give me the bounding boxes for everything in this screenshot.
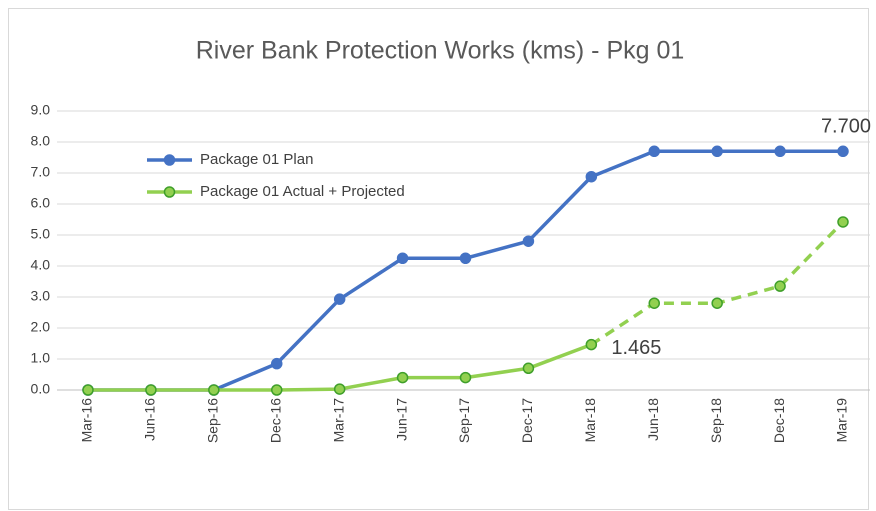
marker <box>333 383 346 395</box>
y-tick-label: 0.0 <box>31 381 51 397</box>
marker <box>459 371 472 384</box>
marker <box>82 384 94 396</box>
data-label: 1.465 <box>611 337 661 359</box>
x-tick-label: Sep-17 <box>456 398 472 443</box>
y-tick-label: 9.0 <box>31 102 51 118</box>
marker <box>271 384 283 396</box>
x-tick-label: Mar-18 <box>582 398 598 443</box>
x-tick-label: Dec-16 <box>267 398 283 443</box>
marker <box>145 384 157 396</box>
x-tick-label: Dec-18 <box>771 398 787 443</box>
marker <box>774 145 786 158</box>
x-tick-label: Jun-16 <box>142 398 158 441</box>
marker <box>396 252 409 264</box>
marker <box>396 371 409 384</box>
marker <box>648 297 660 309</box>
x-tick-label: Dec-17 <box>519 398 535 443</box>
marker <box>711 297 723 309</box>
marker <box>585 170 598 183</box>
marker <box>837 216 849 228</box>
x-tick-label: Mar-19 <box>834 398 850 443</box>
marker <box>711 145 723 158</box>
legend-marker <box>163 186 176 198</box>
y-tick-label: 5.0 <box>31 226 51 242</box>
x-tick-label: Mar-17 <box>330 398 346 443</box>
marker <box>522 235 535 247</box>
data-label: 7.700 <box>821 116 871 138</box>
legend-marker <box>163 154 176 166</box>
y-tick-label: 2.0 <box>31 319 51 335</box>
marker <box>774 280 786 292</box>
x-tick-label: Sep-16 <box>205 398 221 443</box>
y-tick-label: 4.0 <box>31 257 51 273</box>
marker <box>585 338 598 351</box>
x-tick-label: Sep-18 <box>708 398 724 443</box>
x-tick-label: Mar-16 <box>79 398 95 443</box>
marker <box>208 384 220 396</box>
y-tick-label: 1.0 <box>31 350 51 366</box>
y-tick-label: 7.0 <box>31 164 51 180</box>
marker <box>333 293 346 305</box>
x-tick-label: Jun-17 <box>393 398 409 441</box>
x-tick-label: Jun-18 <box>645 398 661 441</box>
y-tick-label: 3.0 <box>31 288 51 304</box>
marker <box>837 145 849 158</box>
legend-label: Package 01 Plan <box>200 151 313 168</box>
y-tick-label: 6.0 <box>31 195 51 211</box>
chart-title: River Bank Protection Works (kms) - Pkg … <box>196 37 685 65</box>
legend-label: Package 01 Actual + Projected <box>200 183 405 200</box>
marker <box>459 252 472 264</box>
marker <box>648 145 660 158</box>
marker <box>522 362 535 375</box>
marker <box>271 357 283 370</box>
y-tick-label: 8.0 <box>31 133 51 149</box>
